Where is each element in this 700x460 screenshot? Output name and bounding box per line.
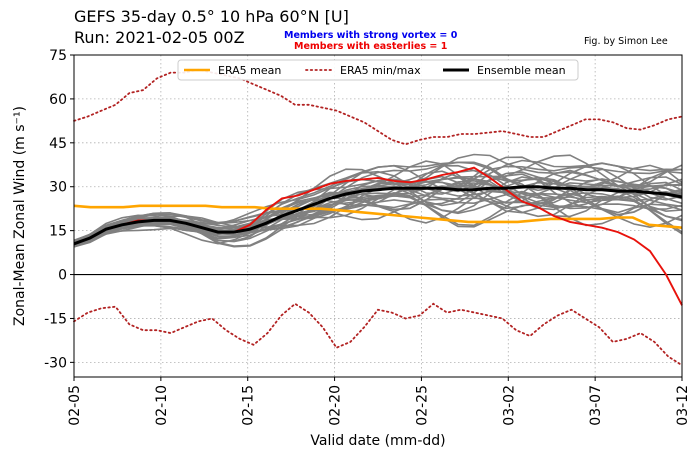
y-axis-label: Zonal-Mean Zonal Wind (m s⁻¹) (12, 106, 28, 326)
legend-label: Ensemble mean (477, 64, 566, 77)
legend: ERA5 mean ERA5 min/max Ensemble mean (177, 59, 579, 81)
ensemble-member-line (73, 177, 683, 245)
x-tick-label: 02-05 (67, 385, 83, 426)
run-label: Run: 2021-02-05 00Z (74, 28, 245, 47)
x-tick-label: 03-02 (501, 385, 517, 426)
y-tick-label: 45 (49, 136, 67, 152)
y-tick-label: 0 (58, 268, 67, 284)
y-tick-label: -15 (44, 311, 67, 327)
x-tick-label: 02-20 (328, 385, 344, 426)
ensemble-members (73, 153, 683, 248)
y-tick-label: -30 (44, 355, 67, 371)
x-tick-label: 02-10 (154, 385, 170, 426)
legend-label: ERA5 mean (218, 64, 281, 77)
legend-label: ERA5 min/max (340, 64, 421, 77)
y-tick-label: 60 (49, 92, 67, 108)
ensemble-member-line (73, 192, 683, 247)
ensemble-member-line (73, 169, 683, 246)
plot-frame (73, 54, 683, 378)
x-tick-label: 03-12 (675, 385, 691, 426)
era5-mean-line (73, 204, 683, 229)
ensemble-mean-line (73, 185, 683, 246)
x-axis-label: Valid date (mm-dd) (310, 433, 445, 449)
legend-frame (177, 59, 579, 81)
chart-title: GEFS 35-day 0.5° 10 hPa 60°N [U] (74, 7, 349, 26)
x-tick-label: 03-07 (588, 385, 604, 426)
strong-vortex-annotation: Members with strong vortex = 0 (284, 30, 458, 41)
y-tick-label: 15 (49, 224, 67, 240)
figure-credit: Fig. by Simon Lee (584, 36, 668, 47)
x-tick-label: 02-15 (241, 385, 257, 426)
easterlies-annotation: Members with easterlies = 1 (294, 41, 448, 52)
y-tick-label: 75 (49, 48, 67, 64)
era5-max-line (73, 68, 683, 146)
ensemble-member-line (73, 159, 683, 242)
axis-ticks: -30 -15 0 15 30 45 60 75 02-05 02-10 02-15 02-20 02-… (44, 48, 691, 426)
x-tick-label: 02-25 (414, 385, 430, 426)
y-tick-label: 30 (49, 180, 67, 196)
era5-min-line (73, 302, 683, 367)
